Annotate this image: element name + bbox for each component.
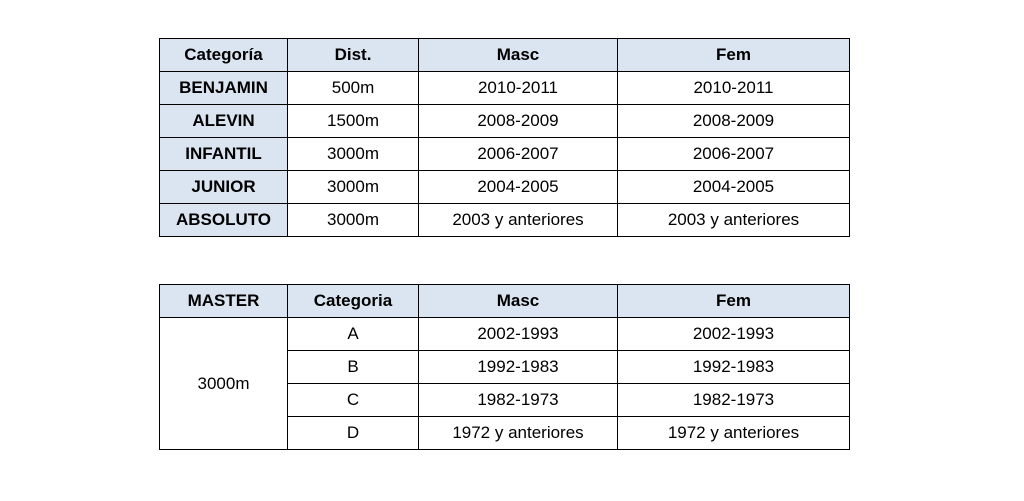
table-cell: B: [287, 350, 419, 384]
table-row: BENJAMIN 500m 2010-2011 2010-2011: [159, 71, 850, 105]
header-cell: Masc: [418, 38, 618, 72]
table-cell: 2006-2007: [617, 137, 850, 171]
table-cell: 500m: [287, 71, 419, 105]
table-cell: A: [287, 317, 419, 351]
header-cell: Masc: [418, 284, 618, 318]
table-cell: 3000m: [287, 170, 419, 204]
header-cell: Categoria: [287, 284, 419, 318]
table-cell: 2010-2011: [418, 71, 618, 105]
table-cell: 3000m: [287, 137, 419, 171]
table-cell: 1972 y anteriores: [418, 416, 618, 450]
table-cell: 1992-1983: [418, 350, 618, 384]
table-row: MASTER Categoria Masc Fem: [159, 284, 850, 318]
category-cell: ABSOLUTO: [159, 203, 288, 237]
table-cell: 1982-1973: [418, 383, 618, 417]
table-row: Categoría Dist. Masc Fem: [159, 38, 850, 72]
table-cell: 2004-2005: [418, 170, 618, 204]
header-cell: Fem: [617, 284, 850, 318]
master-table: MASTER Categoria Masc Fem 3000m A 2002-1993 200…: [159, 284, 850, 450]
header-cell: Categoría: [159, 38, 288, 72]
table-cell: D: [287, 416, 419, 450]
table-cell: 1992-1983: [617, 350, 850, 384]
category-cell: ALEVIN: [159, 104, 288, 138]
header-cell: MASTER: [159, 284, 288, 318]
table-row: B 1992-1983 1992-1983: [160, 350, 850, 384]
table-cell: 2002-1993: [418, 317, 618, 351]
table-row: D 1972 y anteriores 1972 y anteriores: [160, 416, 850, 450]
category-cell: JUNIOR: [159, 170, 288, 204]
table-row: ALEVIN 1500m 2008-2009 2008-2009: [159, 104, 850, 138]
category-cell: BENJAMIN: [159, 71, 288, 105]
table-cell: 1500m: [287, 104, 419, 138]
table-row: INFANTIL 3000m 2006-2007 2006-2007: [159, 137, 850, 171]
header-cell: Fem: [617, 38, 850, 72]
category-cell: INFANTIL: [159, 137, 288, 171]
table-cell: 2006-2007: [418, 137, 618, 171]
table-cell: 1972 y anteriores: [617, 416, 850, 450]
table-row: ABSOLUTO 3000m 2003 y anteriores 2003 y ant…: [159, 203, 850, 237]
table-cell: 2003 y anteriores: [418, 203, 618, 237]
table-cell: 2008-2009: [617, 104, 850, 138]
table-cell: 1982-1973: [617, 383, 850, 417]
distance-cell: 3000m: [159, 317, 288, 450]
table-row: JUNIOR 3000m 2004-2005 2004-2005: [159, 170, 850, 204]
table-cell: 2002-1993: [617, 317, 850, 351]
table-cell: 3000m: [287, 203, 419, 237]
header-cell: Dist.: [287, 38, 419, 72]
table-cell: 2003 y anteriores: [617, 203, 850, 237]
table-cell: C: [287, 383, 419, 417]
table-cell: 2004-2005: [617, 170, 850, 204]
table-cell: 2010-2011: [617, 71, 850, 105]
table-row: 3000m A 2002-1993 2002-1993: [159, 317, 850, 450]
table-cell: 2008-2009: [418, 104, 618, 138]
categories-table: Categoría Dist. Masc Fem BENJAMIN 500m 2010-20…: [159, 38, 850, 237]
